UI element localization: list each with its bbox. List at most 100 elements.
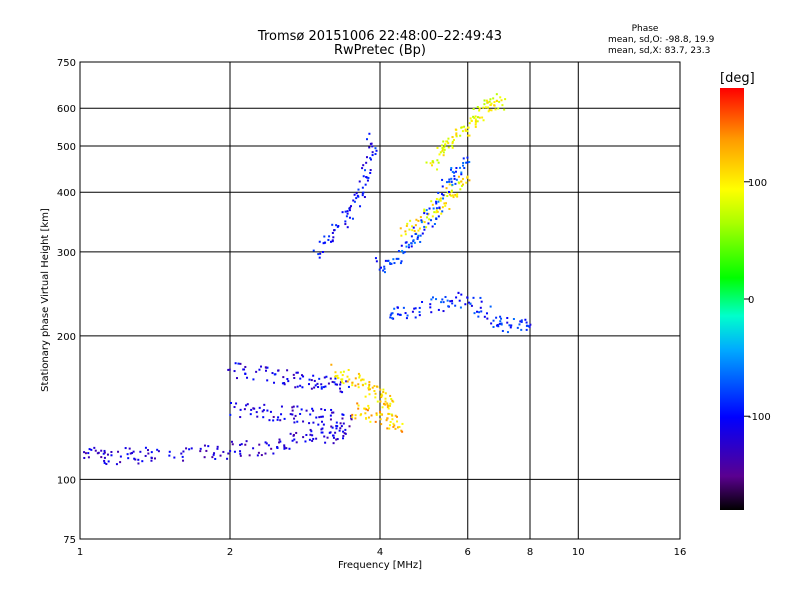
data-point <box>103 456 106 459</box>
data-point <box>299 384 302 387</box>
data-point <box>419 240 422 243</box>
data-point <box>445 140 448 143</box>
data-point <box>469 302 472 305</box>
data-point <box>402 252 405 255</box>
data-point <box>146 449 149 452</box>
data-point <box>476 106 479 109</box>
data-point <box>386 417 389 420</box>
data-point <box>291 409 294 412</box>
data-point <box>322 242 325 245</box>
data-point <box>367 388 370 391</box>
data-point <box>339 422 342 425</box>
data-point <box>438 198 441 201</box>
data-point <box>318 416 321 419</box>
y-tick-label: 200 <box>57 332 76 343</box>
data-point <box>327 382 330 385</box>
data-point <box>398 313 401 316</box>
data-point <box>260 454 263 457</box>
data-point <box>334 431 337 434</box>
data-point <box>466 134 469 137</box>
data-point <box>313 379 316 382</box>
data-point <box>390 397 393 400</box>
data-point <box>470 119 473 122</box>
data-point <box>144 446 147 449</box>
data-point <box>239 450 242 453</box>
data-point <box>403 251 406 254</box>
data-point <box>323 435 326 438</box>
data-point <box>334 383 337 386</box>
data-point <box>276 418 279 421</box>
data-point <box>441 206 444 209</box>
data-point <box>506 316 509 319</box>
data-point <box>420 219 423 222</box>
data-point <box>407 243 410 246</box>
data-point <box>371 154 374 157</box>
data-point <box>310 430 313 433</box>
data-point <box>399 262 402 265</box>
data-point <box>450 189 453 192</box>
data-point <box>512 318 515 321</box>
data-point <box>461 130 464 133</box>
data-point <box>385 419 388 422</box>
data-point <box>357 372 360 375</box>
data-point <box>351 381 354 384</box>
data-point <box>359 379 362 382</box>
data-point <box>354 384 357 387</box>
data-point <box>442 301 445 304</box>
data-point <box>245 440 248 443</box>
data-point <box>464 161 467 164</box>
data-point <box>373 389 376 392</box>
data-point <box>322 386 325 389</box>
data-point <box>308 422 311 425</box>
data-point <box>293 421 296 424</box>
data-point <box>103 451 106 454</box>
data-point <box>279 440 282 443</box>
data-point <box>90 448 93 451</box>
data-point <box>463 167 466 170</box>
data-point <box>495 93 498 96</box>
data-point <box>389 404 392 407</box>
data-point <box>506 321 509 324</box>
data-point <box>400 260 403 263</box>
data-point <box>320 387 323 390</box>
data-point <box>211 456 214 459</box>
x-tick-label: 10 <box>572 547 585 558</box>
data-point <box>449 168 452 171</box>
data-point <box>466 156 469 159</box>
data-point <box>371 151 374 154</box>
data-point <box>271 372 274 375</box>
data-point <box>312 409 315 412</box>
data-point <box>446 140 449 143</box>
data-point <box>389 262 392 265</box>
data-point <box>361 384 364 387</box>
data-point <box>489 103 492 106</box>
data-point <box>421 232 424 235</box>
data-point <box>87 456 90 459</box>
data-point <box>447 142 450 145</box>
data-point <box>239 454 242 457</box>
data-point <box>342 422 345 425</box>
data-point <box>376 400 379 403</box>
data-point <box>324 441 327 444</box>
data-point <box>483 103 486 106</box>
data-point <box>339 390 342 393</box>
data-point <box>214 457 217 460</box>
data-point <box>342 370 345 373</box>
data-point <box>442 151 445 154</box>
data-point <box>414 232 417 235</box>
data-point <box>488 100 491 103</box>
data-point <box>250 408 253 411</box>
data-point <box>286 377 289 380</box>
data-point <box>451 140 454 143</box>
data-point <box>346 210 349 213</box>
data-point <box>344 428 347 431</box>
data-point <box>333 229 336 232</box>
data-point <box>351 416 354 419</box>
data-point <box>309 433 312 436</box>
data-point <box>347 368 350 371</box>
data-point <box>141 460 144 463</box>
data-point <box>367 416 370 419</box>
data-point <box>329 418 332 421</box>
data-point <box>349 206 352 209</box>
data-point <box>294 386 297 389</box>
